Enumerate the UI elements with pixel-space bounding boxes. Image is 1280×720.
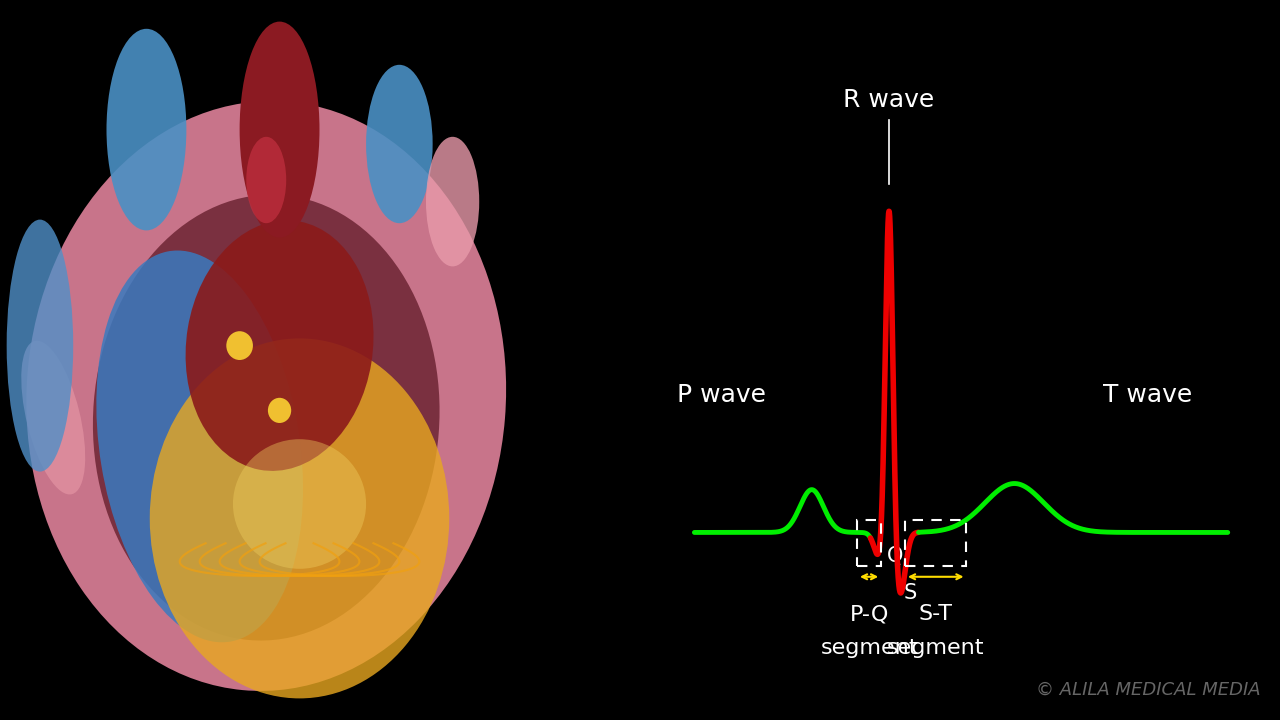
Text: segment: segment [820,638,918,658]
Text: T wave: T wave [1103,383,1193,407]
Text: P-Q: P-Q [850,604,888,624]
Ellipse shape [150,338,449,698]
Ellipse shape [186,220,374,471]
Ellipse shape [268,397,292,423]
Ellipse shape [106,29,187,230]
Ellipse shape [27,101,506,691]
Ellipse shape [6,220,73,472]
Text: P wave: P wave [677,383,765,407]
Text: segment: segment [887,638,984,658]
Text: S: S [904,583,918,603]
Ellipse shape [227,331,253,360]
Text: © ALILA MEDICAL MEDIA: © ALILA MEDICAL MEDIA [1037,680,1261,698]
Text: Q: Q [886,546,902,565]
Ellipse shape [239,22,320,238]
Ellipse shape [233,439,366,569]
Ellipse shape [246,137,287,223]
Ellipse shape [366,65,433,223]
Ellipse shape [96,251,303,642]
Ellipse shape [426,137,479,266]
Text: R wave: R wave [844,88,934,112]
Ellipse shape [93,194,439,641]
Ellipse shape [22,341,86,495]
Text: S-T: S-T [919,604,952,624]
